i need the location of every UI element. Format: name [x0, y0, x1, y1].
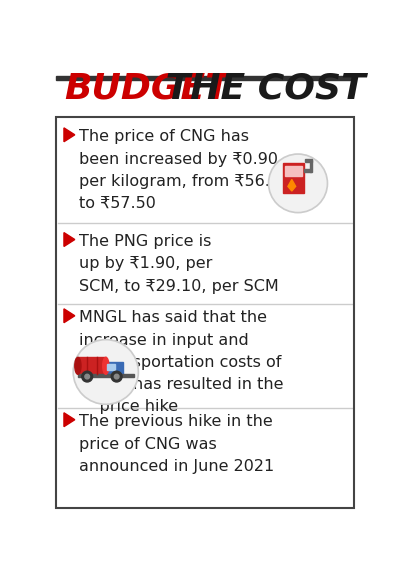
Bar [78, 357, 106, 375]
Text: The PNG price is
up by ₹1.90, per
SCM, to ₹29.10, per SCM: The PNG price is up by ₹1.90, per SCM, t… [80, 234, 279, 294]
Bar [282, 164, 304, 192]
Circle shape [73, 340, 138, 404]
Text: The previous hike in the
price of CNG was
announced in June 2021: The previous hike in the price of CNG wa… [80, 414, 275, 474]
Circle shape [268, 154, 328, 213]
Polygon shape [64, 128, 75, 142]
Ellipse shape [75, 357, 81, 375]
Text: MNGL has said that the
increase in input and
    transportation costs of
    gas: MNGL has said that the increase in input… [80, 310, 284, 414]
Bar [304, 169, 311, 172]
Circle shape [114, 375, 119, 379]
Bar [310, 160, 312, 172]
Circle shape [85, 375, 90, 379]
Bar [56, 76, 354, 80]
Bar [285, 166, 302, 176]
Ellipse shape [103, 357, 109, 375]
Circle shape [111, 371, 122, 382]
Polygon shape [64, 413, 75, 427]
Text: THE COST: THE COST [153, 72, 366, 106]
Bar [78, 375, 134, 377]
Bar [305, 159, 312, 162]
Polygon shape [64, 232, 75, 246]
Polygon shape [288, 180, 296, 191]
Circle shape [82, 371, 93, 382]
Bar [106, 362, 123, 376]
Bar [56, 117, 354, 508]
Text: The price of CNG has
been increased by ₹0.90,
per kilogram, from ₹56.60
to ₹57.5: The price of CNG has been increased by ₹… [80, 129, 290, 211]
Text: BUDGET: BUDGET [64, 72, 230, 106]
Bar [107, 364, 115, 370]
Polygon shape [64, 309, 75, 323]
